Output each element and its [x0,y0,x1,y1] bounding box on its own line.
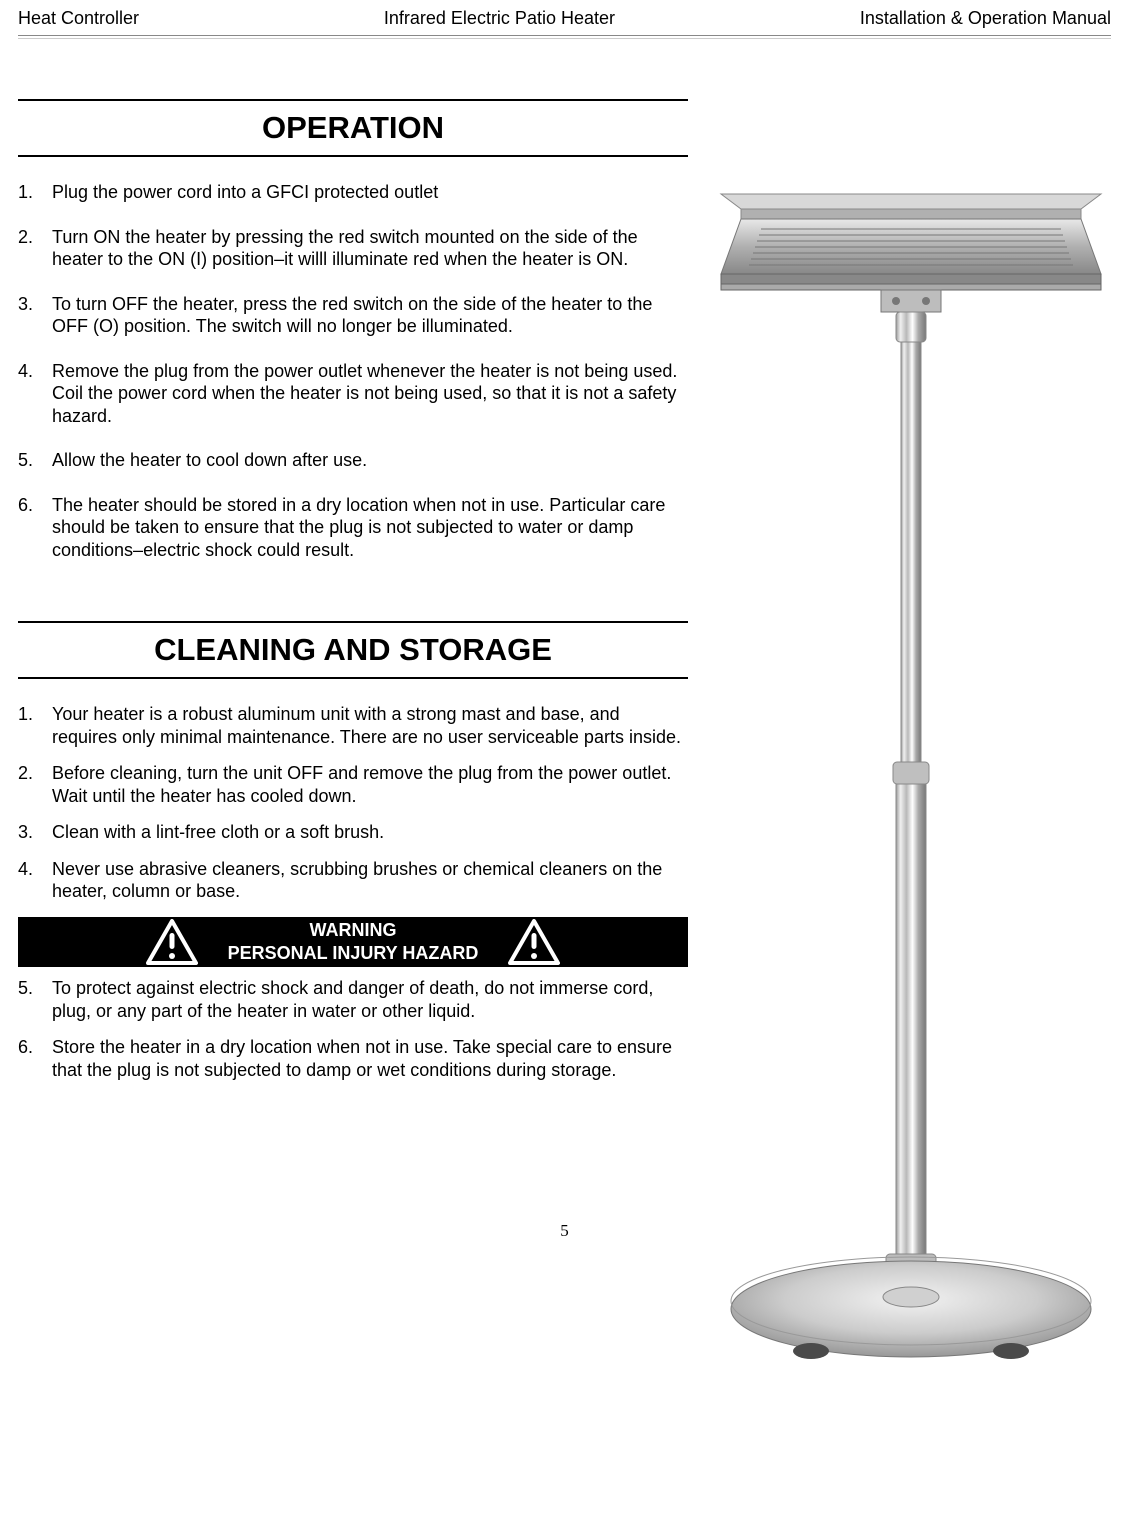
page-header: Heat Controller Infrared Electric Patio … [18,8,1111,36]
list-item: Plug the power cord into a GFCI protecte… [18,181,688,204]
list-item: Never use abrasive cleaners, scrubbing b… [18,858,688,903]
cleaning-list-after: To protect against electric shock and da… [18,977,688,1081]
list-item: Remove the plug from the power outlet wh… [18,360,688,428]
warning-text: WARNING PERSONAL INJURY HAZARD [228,919,479,966]
header-right: Installation & Operation Manual [860,8,1111,29]
warning-triangle-icon [508,919,560,965]
warning-line2: PERSONAL INJURY HAZARD [228,942,479,965]
text-column: OPERATION Plug the power cord into a GFC… [18,99,688,1081]
list-item: Clean with a lint-free cloth or a soft b… [18,821,688,844]
list-item: The heater should be stored in a dry loc… [18,494,688,562]
list-item: Your heater is a robust aluminum unit wi… [18,703,688,748]
warning-triangle-icon [146,919,198,965]
list-item: Before cleaning, turn the unit OFF and r… [18,762,688,807]
warning-bar: WARNING PERSONAL INJURY HAZARD [18,917,688,968]
cleaning-list-before: Your heater is a robust aluminum unit wi… [18,703,688,903]
cleaning-title: CLEANING AND STORAGE [18,621,688,679]
list-item: Turn ON the heater by pressing the red s… [18,226,688,271]
header-left: Heat Controller [18,8,139,29]
main-content: OPERATION Plug the power cord into a GFC… [18,99,1111,1081]
patio-heater-illustration [701,179,1121,1369]
header-rule [18,38,1111,39]
list-item: Allow the heater to cool down after use. [18,449,688,472]
list-item: Store the heater in a dry location when … [18,1036,688,1081]
list-item: To turn OFF the heater, press the red sw… [18,293,688,338]
operation-list: Plug the power cord into a GFCI protecte… [18,181,688,561]
operation-title: OPERATION [18,99,688,157]
header-center: Infrared Electric Patio Heater [384,8,615,29]
warning-line1: WARNING [228,919,479,942]
list-item: To protect against electric shock and da… [18,977,688,1022]
